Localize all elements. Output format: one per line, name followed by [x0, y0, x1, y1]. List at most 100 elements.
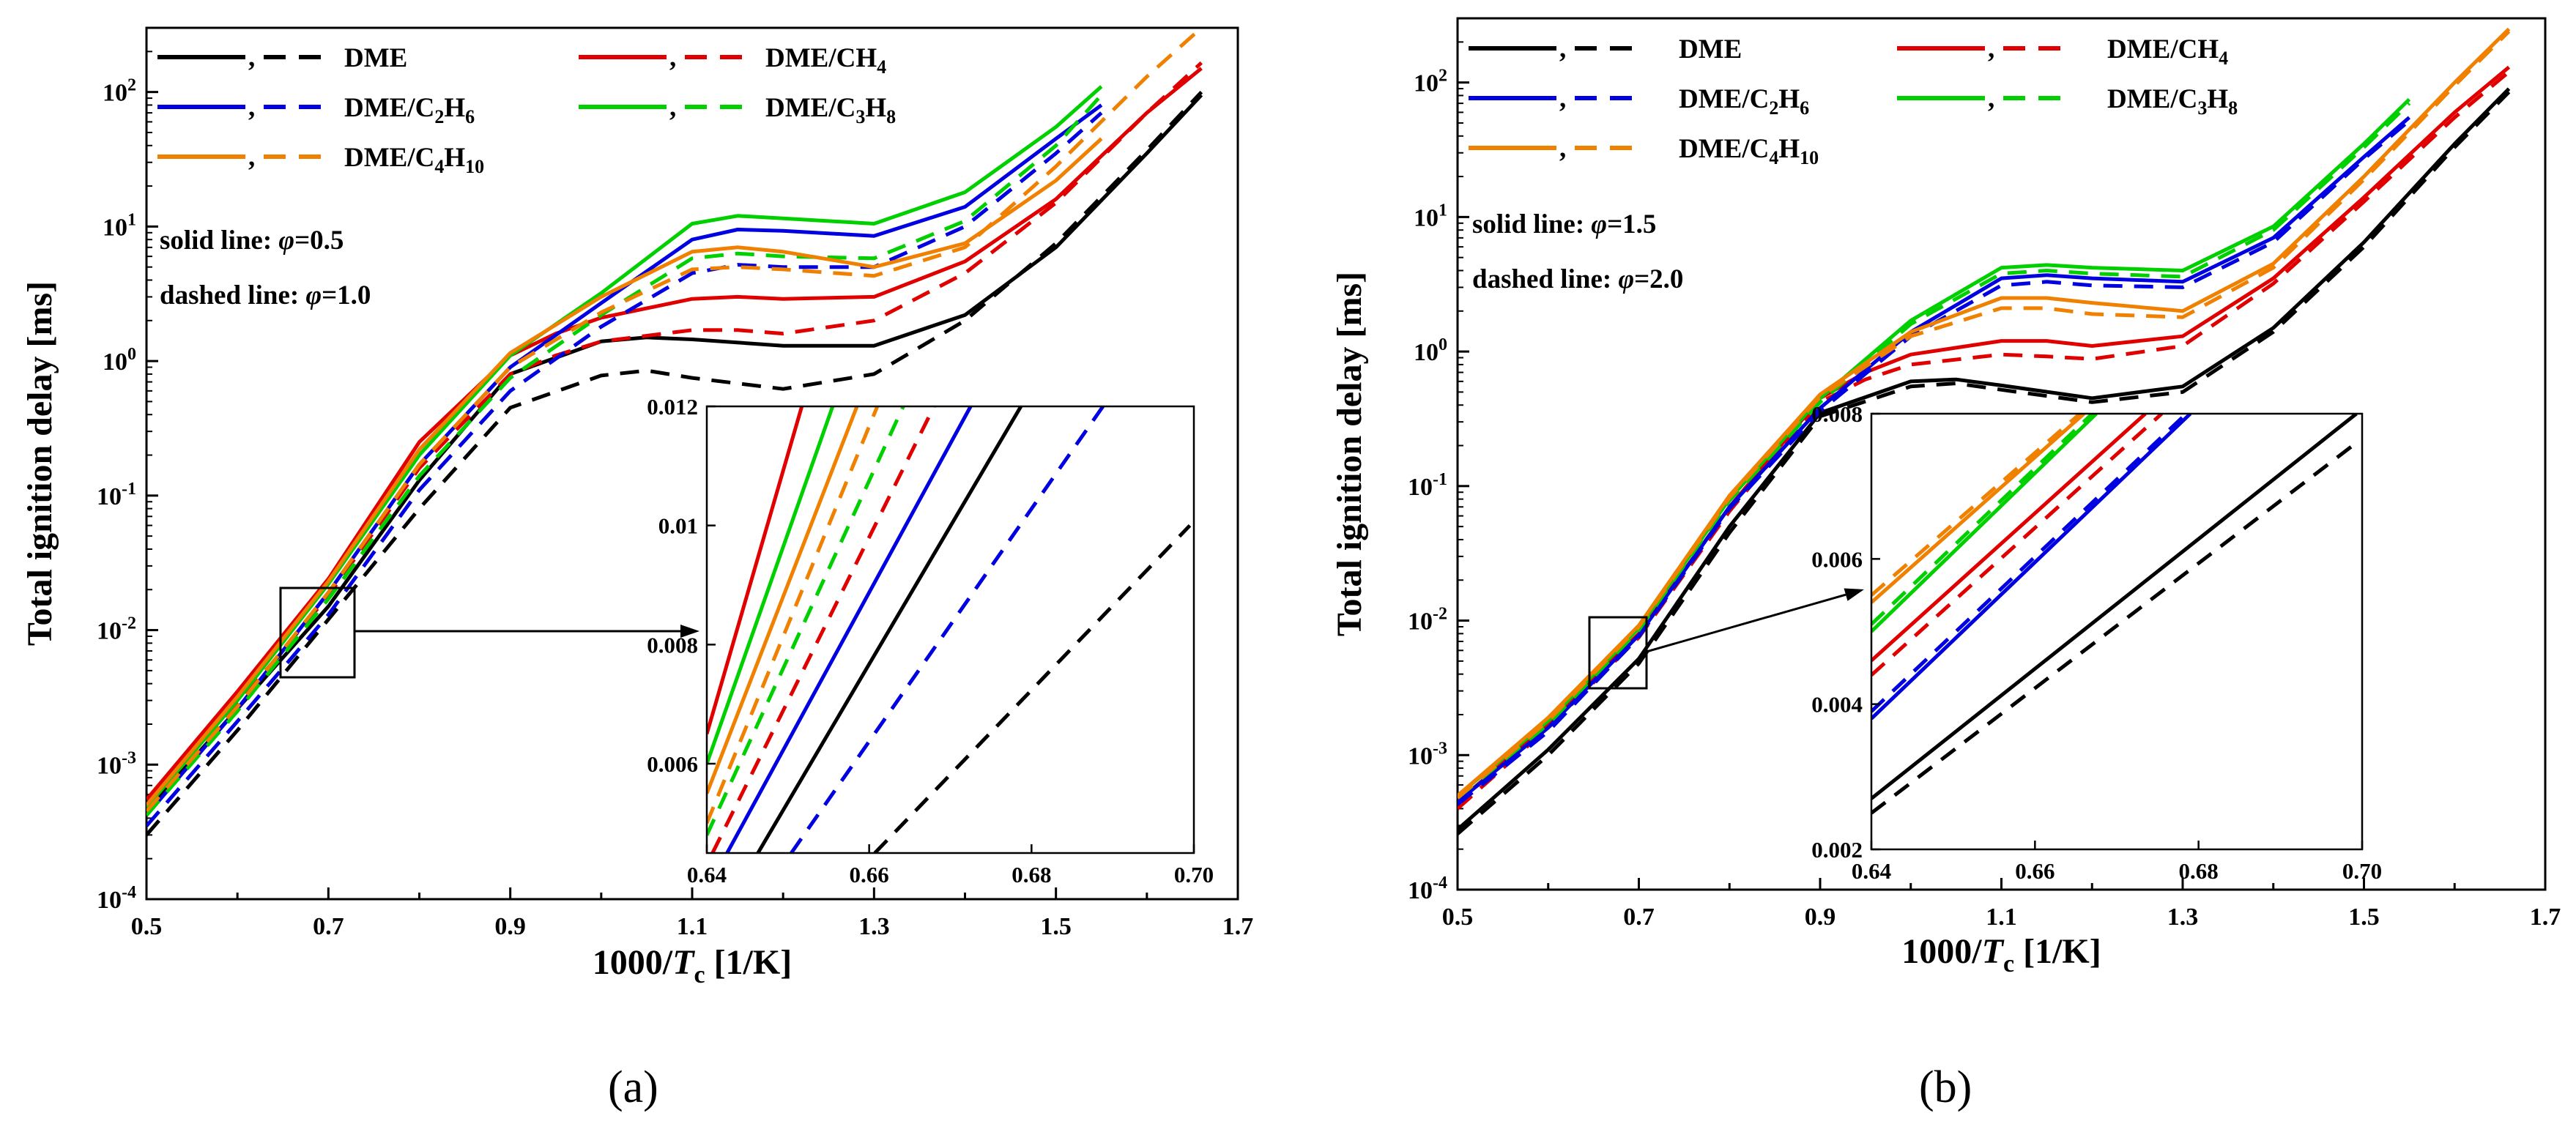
y-tick-label: 10-3	[1408, 739, 1447, 770]
inset-series-dme-c2h6-phi-2	[1871, 414, 2188, 713]
legend-label-dme-c2h6: DME/C2H6	[344, 93, 475, 127]
legend-label-dme: DME	[344, 43, 407, 73]
inset-y-tick-label: 0.01	[658, 513, 698, 539]
inset-x-tick-label: 0.70	[1174, 862, 1214, 887]
inset-series-dme-c2h6-phi-0-5	[725, 406, 973, 853]
legend-separator: ,	[248, 42, 255, 72]
inset-y-tick-label: 0.004	[1811, 692, 1863, 718]
legend-separator: ,	[1559, 133, 1566, 163]
x-axis-label: 1000/Tc [1/K]	[1901, 932, 2101, 978]
inset-y-tick-label: 0.008	[647, 632, 698, 658]
x-tick-label: 0.7	[1623, 904, 1655, 931]
note-solid-line: solid line: φ=1.5	[1472, 209, 1656, 239]
inset-y-tick-label: 0.006	[647, 751, 698, 777]
y-axis-label: Total ignition delay [ms]	[1330, 272, 1369, 636]
legend-separator: ,	[1988, 34, 1994, 64]
x-axis-label: 1000/Tc [1/K]	[593, 943, 792, 988]
x-tick-label: 1.7	[1222, 913, 1254, 940]
series-group	[146, 28, 1203, 836]
inset-y-tick-label: 0.012	[647, 394, 698, 420]
y-tick-label: 100	[1414, 335, 1447, 366]
legend-label-dme-c2h6: DME/C2H6	[1679, 84, 1809, 119]
y-tick-label: 10-3	[97, 748, 136, 779]
inset-frame	[705, 405, 1195, 854]
inset-series-dme-ch4-phi-1	[710, 406, 936, 853]
series-dme-c4h10-phi-2	[1458, 30, 2511, 800]
x-tick-label: 1.3	[2167, 904, 2199, 931]
legend-separator: ,	[1559, 34, 1566, 64]
y-tick-label: 102	[1414, 67, 1447, 97]
zoom-region-box	[279, 587, 356, 679]
legend-separator: ,	[248, 142, 255, 172]
x-tick-label: 1.1	[1986, 904, 2017, 931]
series-dme-c2h6-phi-1	[146, 111, 1103, 827]
note-solid-line: solid line: φ=0.5	[160, 226, 344, 256]
panel-caption: (a)	[608, 1062, 658, 1112]
zoom-region-box	[1588, 616, 1648, 690]
zoom-arrow-head	[680, 625, 699, 638]
legend-label-dme-ch4: DME/CH4	[765, 43, 886, 78]
inset-series-dme-c2h6-phi-1-5	[1871, 414, 2192, 720]
inset-x-tick-label: 0.68	[1012, 862, 1051, 887]
legend: , DME, DME/CH4, DME/C2H6, DME/C3H8, DME/C4H10	[1469, 34, 2238, 168]
inset-series-dme-ch4-phi-2	[1871, 414, 2164, 677]
inset-series-dme-phi-0-5	[756, 406, 1023, 853]
inset-series-dme-phi-2	[1871, 441, 2358, 815]
series-dme-c3h8-phi-2	[1458, 102, 2411, 800]
inset-y-tick-label: 0.002	[1811, 837, 1863, 863]
x-tick-label: 1.1	[677, 913, 708, 940]
inset-series-dme-c4h10-phi-1-5	[1871, 414, 2085, 604]
series-dme-c3h8-phi-1	[146, 94, 1103, 817]
inset-series-dme-c4h10-phi-0-5	[707, 406, 859, 794]
inset-series-dme-phi-1	[873, 524, 1192, 853]
legend-label-dme-c4h10: DME/C4H10	[344, 143, 484, 177]
inset-series-group	[707, 406, 1192, 853]
y-tick-label: 10-1	[1408, 470, 1447, 501]
y-tick-label: 100	[103, 345, 136, 376]
series-dme-phi-1-5	[1458, 87, 2511, 831]
legend: , DME, DME/CH4, DME/C2H6, DME/C3H8, DME/C4H10	[157, 42, 896, 177]
y-axis-label: Total ignition delay [ms]	[21, 281, 59, 646]
inset-series-dme-c4h10-phi-1	[707, 406, 880, 824]
inset-frame	[1870, 412, 2364, 851]
y-tick-label: 10-2	[1408, 605, 1447, 636]
inset-series-dme-c4h10-phi-2	[1871, 414, 2082, 597]
inset-series-dme-c3h8-phi-2	[1871, 414, 2094, 626]
y-tick-label: 10-1	[97, 480, 136, 510]
series-dme-ch4-phi-0-5	[146, 67, 1203, 801]
y-tick-label: 102	[103, 76, 136, 107]
inset-y-tick-label: 0.008	[1811, 401, 1863, 427]
legend-label-dme-ch4: DME/CH4	[2107, 34, 2228, 69]
x-tick-label: 0.9	[494, 913, 526, 940]
legend-label-dme-c3h8: DME/C3H8	[765, 93, 896, 127]
series-group	[1458, 27, 2511, 835]
inset-series-dme-ch4-phi-0-5	[707, 406, 804, 734]
panel-caption: (b)	[1919, 1062, 1972, 1112]
legend-separator: ,	[669, 92, 676, 122]
inset-x-tick-label: 0.70	[2342, 858, 2382, 884]
x-tick-label: 0.5	[131, 913, 163, 940]
x-tick-label: 1.7	[2530, 904, 2561, 931]
note-dashed-line: dashed line: φ=2.0	[1472, 264, 1683, 294]
series-dme-c4h10-phi-1	[146, 28, 1203, 813]
series-dme-phi-1	[146, 90, 1203, 836]
inset-background	[707, 406, 1194, 853]
zoom-arrow	[1646, 593, 1846, 653]
inset-x-tick-label: 0.66	[2015, 858, 2055, 884]
y-tick-label: 101	[1414, 201, 1447, 231]
series-dme-c2h6-phi-2	[1458, 119, 2411, 806]
x-tick-label: 0.5	[1442, 904, 1474, 931]
note-dashed-line: dashed line: φ=1.0	[160, 280, 371, 310]
inset-series-dme-c3h8-phi-1-5	[1871, 414, 2098, 633]
inset-series-dme-c3h8-phi-0-5	[707, 406, 835, 764]
series-dme-c4h10-phi-0-5	[146, 137, 1103, 807]
series-dme-phi-0-5	[146, 94, 1203, 813]
x-tick-label: 1.5	[1040, 913, 1072, 940]
inset-x-tick-label: 0.64	[1852, 858, 1891, 884]
inset-series-dme-phi-1-5	[1871, 414, 2358, 800]
panel-b: 0.5 0.7 0.9 1.1 1.3 1.5 1.7 10-4 10-3 10-2 10-1 100…	[1330, 17, 2561, 1112]
y-tick-label: 10-4	[97, 883, 136, 914]
legend-label-dme-c4h10: DME/C4H10	[1679, 134, 1819, 168]
legend-label-dme-c3h8: DME/C3H8	[2107, 84, 2238, 119]
